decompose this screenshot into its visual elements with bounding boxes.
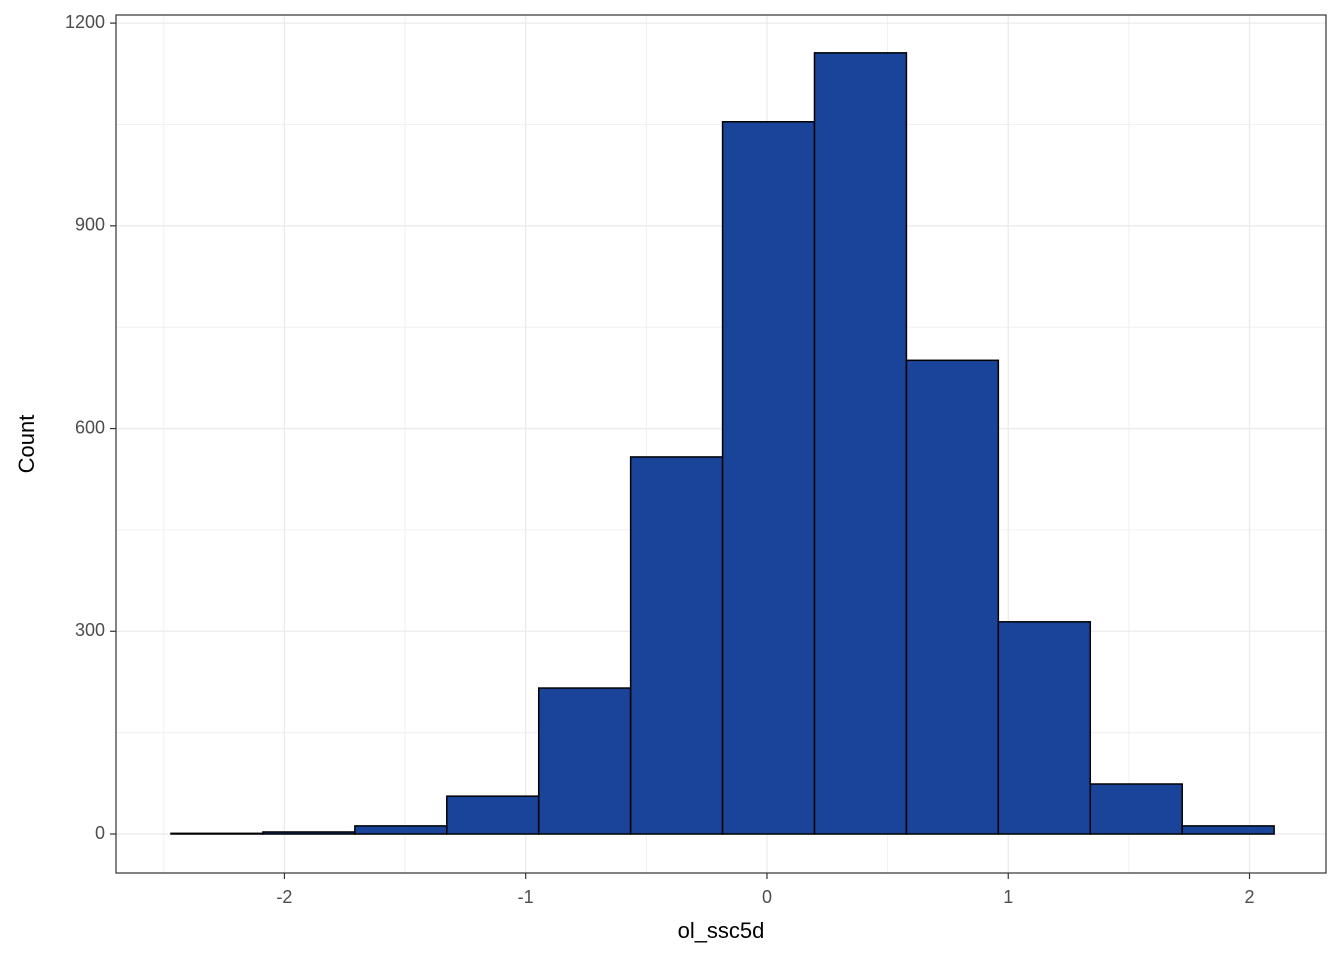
panel-border (115, 14, 1327, 874)
y-tick-label: 0 (95, 823, 105, 843)
y-tick-label: 900 (75, 215, 105, 235)
bar (721, 121, 816, 835)
x-tick-label: -2 (276, 887, 292, 907)
y-axis-title: Count (14, 415, 39, 474)
x-tick-label: 1 (1003, 887, 1013, 907)
x-tick-label: 0 (762, 887, 772, 907)
bar (537, 687, 632, 835)
bar (1181, 825, 1275, 835)
y-tick-label: 1200 (65, 12, 105, 32)
y-tick-label: 600 (75, 417, 105, 437)
bar (629, 456, 724, 835)
bar (354, 825, 448, 835)
bar (997, 621, 1092, 835)
y-tick-label: 300 (75, 620, 105, 640)
bar (905, 359, 1000, 835)
bar (262, 831, 356, 835)
bar (446, 795, 540, 835)
bar (170, 832, 264, 835)
x-tick-label: 2 (1245, 887, 1255, 907)
bar (813, 52, 908, 835)
bar (1089, 783, 1183, 835)
x-axis-title: ol_ssc5d (678, 918, 765, 943)
x-tick-label: -1 (518, 887, 534, 907)
